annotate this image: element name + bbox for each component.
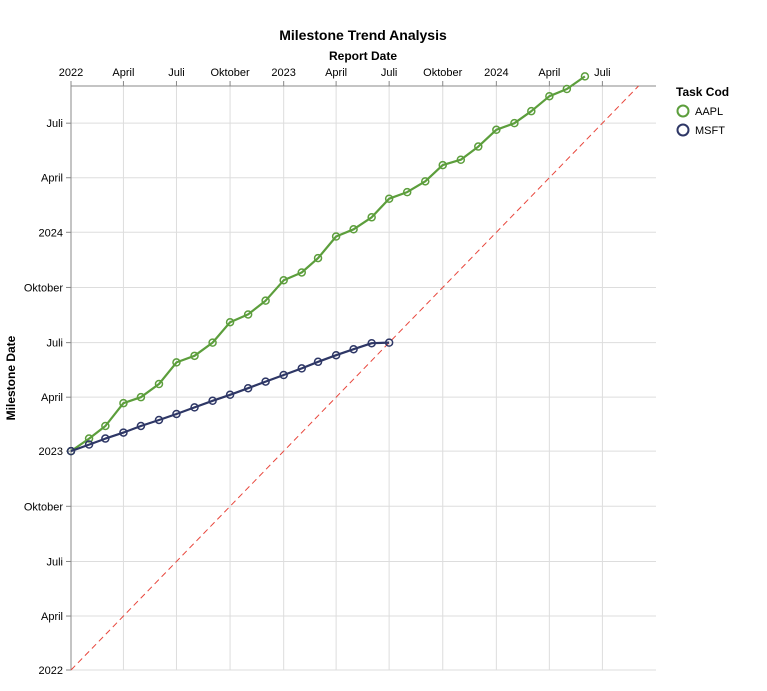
data-point-aapl — [243, 310, 253, 319]
data-point-msft — [313, 357, 323, 367]
data-point-msft — [66, 446, 76, 456]
data-point-aapl — [367, 213, 376, 222]
legend-label-aapl: AAPL — [695, 106, 723, 118]
data-point-aapl — [279, 276, 288, 285]
data-point-aapl — [331, 232, 341, 241]
data-point-aapl — [580, 72, 590, 81]
diagonal-reference-line — [70, 85, 639, 671]
y-tick-label: 2024 — [39, 227, 63, 239]
y-axis-title: Milestone Date — [4, 335, 18, 420]
x-tick-label: April — [538, 67, 560, 79]
data-point-aapl — [492, 125, 501, 135]
y-tick-label: 2023 — [39, 446, 63, 458]
y-tick-label: Oktober — [24, 282, 63, 294]
x-tick-label: April — [112, 67, 134, 79]
data-point-msft — [119, 428, 128, 437]
y-tick-label: Juli — [46, 338, 63, 350]
data-point-aapl — [136, 392, 146, 402]
x-tick-label: 2024 — [484, 67, 508, 79]
data-point-aapl — [474, 142, 483, 151]
data-point-msft — [172, 409, 181, 419]
data-point-msft — [297, 364, 306, 373]
data-point-msft — [136, 421, 146, 431]
data-point-msft — [190, 403, 199, 412]
data-point-msft — [279, 370, 288, 380]
data-point-msft — [261, 377, 270, 386]
data-point-msft — [101, 434, 110, 443]
legend-title: Task Cod — [676, 85, 729, 99]
y-tick-label: Juli — [46, 118, 63, 130]
series-line-msft — [70, 341, 390, 453]
data-point-msft — [208, 396, 217, 406]
legend-swatch-msft — [676, 123, 690, 137]
y-tick-label: April — [41, 392, 63, 404]
data-point-aapl — [527, 106, 536, 116]
series-line-aapl — [70, 75, 586, 453]
x-axis-title: Report Date — [329, 49, 397, 63]
x-tick-label: Juli — [168, 67, 185, 79]
data-point-aapl — [119, 398, 128, 408]
y-tick-label: Oktober — [24, 501, 63, 513]
data-point-aapl — [261, 296, 270, 305]
y-tick-label: April — [41, 611, 63, 623]
data-point-aapl — [313, 253, 323, 263]
data-point-msft — [154, 415, 164, 425]
reference-line-layer — [70, 85, 639, 671]
x-tick-label: Juli — [594, 67, 611, 79]
legend-item-aapl[interactable]: AAPL — [676, 104, 724, 119]
data-point-msft — [243, 383, 253, 393]
data-point-aapl — [101, 421, 110, 431]
x-tick-label: Oktober — [210, 67, 249, 79]
legend-item-msft[interactable]: MSFT — [676, 123, 726, 138]
data-point-aapl — [438, 160, 447, 170]
y-tick-label: 2022 — [39, 665, 63, 677]
legend-swatch-aapl — [676, 104, 690, 118]
data-point-aapl — [349, 225, 358, 234]
x-tick-label: 2023 — [271, 67, 295, 79]
data-point-aapl — [225, 317, 235, 327]
grid — [70, 86, 656, 671]
data-point-msft — [367, 338, 376, 348]
legend-label-msft: MSFT — [695, 125, 725, 137]
series-layer — [66, 72, 590, 456]
axes: 2022 April Juli Oktober 2023 April Juli Oktober… — [24, 67, 656, 677]
chart-title: Milestone Trend Analysis — [279, 27, 447, 43]
data-point-aapl — [402, 187, 412, 197]
data-point-aapl — [190, 351, 199, 361]
data-point-msft — [225, 390, 235, 400]
x-tick-label: Juli — [381, 67, 398, 79]
data-point-aapl — [84, 434, 94, 443]
data-point-aapl — [421, 177, 430, 186]
data-point-aapl — [510, 118, 519, 128]
y-tick-label: April — [41, 173, 63, 185]
data-point-aapl — [154, 379, 164, 389]
data-point-aapl — [456, 155, 466, 164]
x-tick-label: 2022 — [59, 67, 83, 79]
x-tick-label: Oktober — [423, 67, 462, 79]
legend: Task Cod AAPL MSFT — [676, 85, 729, 137]
data-point-aapl — [562, 84, 572, 94]
data-point-msft — [331, 350, 341, 360]
data-point-msft — [349, 344, 358, 354]
data-point-aapl — [297, 268, 306, 277]
y-tick-label: Juli — [46, 556, 63, 568]
data-point-aapl — [172, 358, 181, 367]
data-point-aapl — [545, 91, 554, 101]
data-point-aapl — [384, 194, 394, 203]
x-tick-label: April — [325, 67, 347, 79]
data-point-msft — [84, 440, 94, 449]
data-point-msft — [384, 338, 394, 347]
data-point-aapl — [208, 338, 217, 347]
